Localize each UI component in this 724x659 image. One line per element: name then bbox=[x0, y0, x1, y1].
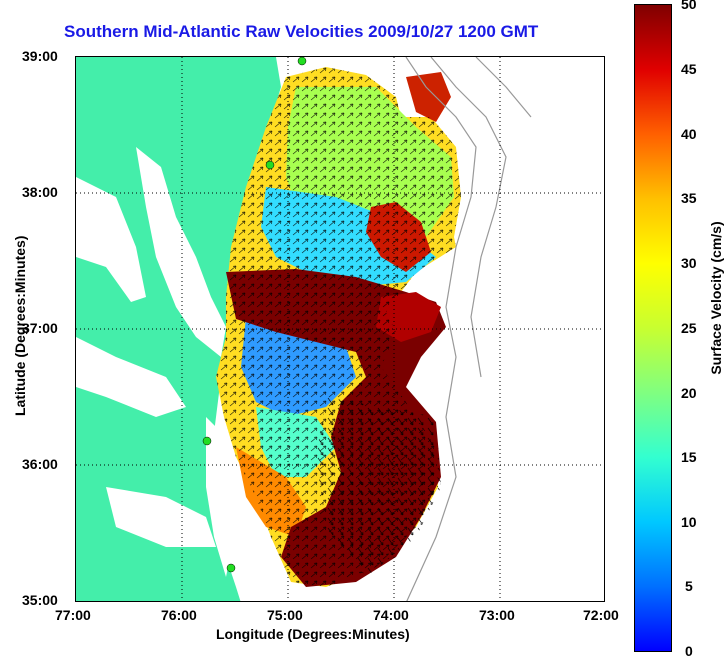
colorbar-tick-label: 45 bbox=[681, 61, 697, 77]
colorbar-tick-label: 35 bbox=[681, 190, 697, 206]
chart-title: Southern Mid-Atlantic Raw Velocities 200… bbox=[64, 22, 539, 41]
colorbar-tick-label: 0 bbox=[685, 643, 693, 659]
colorbar-tick-label: 40 bbox=[681, 126, 697, 142]
y-tick-label: 37:00 bbox=[22, 320, 58, 336]
y-tick-label: 36:00 bbox=[22, 456, 58, 472]
radar-station-marker bbox=[202, 436, 212, 446]
y-axis-label: Latitude (Degrees:Minutes) bbox=[12, 235, 28, 416]
bathymetry-contour bbox=[405, 57, 477, 601]
colorbar-tick-label: 25 bbox=[681, 320, 697, 336]
velocity-vectors bbox=[316, 397, 441, 577]
bay-water bbox=[136, 147, 226, 357]
colorbar-label: Surface Velocity (cm/s) bbox=[708, 221, 724, 375]
strong-current bbox=[406, 72, 451, 122]
grid-lines bbox=[76, 57, 604, 601]
x-tick-label: 74:00 bbox=[373, 607, 409, 623]
colorbar-tick-label: 30 bbox=[681, 255, 697, 271]
y-tick-label: 35:00 bbox=[22, 592, 58, 608]
sound-water bbox=[106, 487, 216, 547]
y-tick-label: 38:00 bbox=[22, 184, 58, 200]
land-mass bbox=[76, 57, 281, 601]
x-tick-label: 77:00 bbox=[55, 607, 91, 623]
bathymetry-contour bbox=[430, 57, 507, 378]
y-tick-label: 39:00 bbox=[22, 48, 58, 64]
bay-water bbox=[76, 337, 186, 417]
map-plot-area bbox=[75, 56, 605, 602]
colorbar bbox=[634, 4, 672, 652]
colorbar-tick-label: 20 bbox=[681, 385, 697, 401]
colorbar-tick-label: 50 bbox=[681, 0, 697, 12]
x-tick-label: 76:00 bbox=[161, 607, 197, 623]
radar-station-marker bbox=[297, 57, 307, 66]
colorbar-tick-label: 5 bbox=[685, 578, 693, 594]
x-tick-label: 75:00 bbox=[267, 607, 303, 623]
sound-water bbox=[206, 417, 236, 577]
x-tick-label: 72:00 bbox=[583, 607, 619, 623]
x-axis-label: Longitude (Degrees:Minutes) bbox=[216, 626, 410, 642]
colorbar-tick-label: 15 bbox=[681, 449, 697, 465]
colorbar-tick-label: 10 bbox=[681, 514, 697, 530]
bay-water bbox=[76, 177, 146, 302]
bathymetry-contour bbox=[475, 57, 532, 118]
map-svg bbox=[76, 57, 604, 601]
radar-station-marker bbox=[265, 160, 275, 170]
x-tick-label: 73:00 bbox=[479, 607, 515, 623]
radar-station-marker bbox=[226, 563, 236, 573]
